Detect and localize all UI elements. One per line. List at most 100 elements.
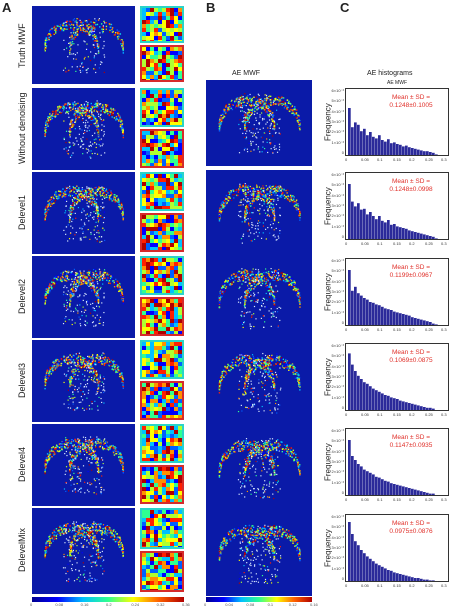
histogram-bar — [384, 480, 387, 495]
histogram-ytick: 4×10⁻³ — [331, 534, 344, 540]
histogram-bar — [375, 219, 378, 239]
histogram-bar — [348, 108, 351, 155]
zoom-inset-cyan — [140, 88, 184, 127]
histogram-bar — [393, 398, 396, 410]
histogram-ytick: 5×10⁻³ — [331, 438, 344, 444]
histogram-bar — [393, 572, 396, 581]
histogram-bar — [372, 561, 375, 581]
histogram-bar — [396, 573, 399, 581]
histogram-bar — [378, 216, 381, 239]
histogram-bar — [366, 556, 369, 581]
brain-slice — [32, 172, 135, 254]
histogram-bar — [405, 228, 408, 239]
histogram-bar — [396, 312, 399, 325]
histogram-xtick: 0 — [345, 412, 348, 417]
histogram — [345, 343, 449, 411]
histogram-bar — [375, 304, 378, 325]
zoom-inset-cyan — [140, 340, 184, 379]
histogram-bar — [420, 406, 423, 410]
histogram-ytick: 4×10⁻³ — [331, 192, 344, 198]
histogram-ytick: 0 — [341, 234, 344, 239]
histogram-xtick: 0.1 — [377, 241, 383, 246]
zoom-inset-cyan — [140, 6, 184, 43]
histogram-xtick: 0.3 — [441, 412, 447, 417]
histogram-bar — [408, 576, 411, 581]
histogram-bar — [375, 390, 378, 410]
histogram-bar — [372, 388, 375, 410]
histogram-bar — [399, 574, 402, 581]
histogram-ytick: 2×10⁻³ — [331, 384, 344, 390]
histogram-xtick: 0.15 — [393, 241, 401, 246]
histogram-bar — [429, 322, 432, 325]
histogram-bar — [363, 553, 366, 581]
histogram-xtick: 0.05 — [361, 583, 369, 588]
histogram-bar — [408, 315, 411, 325]
histogram-bar — [402, 146, 405, 155]
histogram-xtick: 0.2 — [409, 583, 415, 588]
histogram-xtick: 0.3 — [441, 241, 447, 246]
panel-b-title: AE MWF — [232, 70, 260, 77]
histogram-xtick: 0 — [345, 327, 348, 332]
histogram-bar — [390, 397, 393, 410]
zoom-inset-red — [140, 129, 184, 168]
zoom-inset-cyan — [140, 508, 184, 549]
histogram-stats: Mean ± SD = 0.1147±0.0935 — [378, 434, 444, 450]
histogram-bar — [384, 141, 387, 155]
histogram-bar — [360, 466, 363, 495]
histogram-bar — [435, 495, 438, 496]
histogram-bar — [411, 148, 414, 155]
colorbar-a-tick: 0.08 — [55, 602, 64, 607]
histogram-xtick: 0.05 — [361, 157, 369, 162]
histogram-bar — [384, 395, 387, 410]
panel-letter-a: A — [2, 0, 12, 15]
histogram-ytick: 0 — [341, 150, 344, 155]
histogram-bar — [420, 319, 423, 325]
histogram-ytick: 3×10⁻³ — [331, 203, 344, 208]
histogram-ytick: 6×10⁻³ — [331, 428, 344, 433]
histogram-bar — [384, 222, 387, 239]
histogram-bar — [426, 235, 429, 239]
zoom-inset-cyan — [140, 256, 184, 295]
stat-label: Mean ± SD = — [391, 434, 431, 441]
histogram-bar — [369, 558, 372, 581]
histogram-ytick: 2×10⁻³ — [331, 469, 344, 475]
histogram-bar — [372, 136, 375, 155]
row-label-delevel3: Delevel3 — [17, 362, 27, 398]
histogram-bar — [435, 581, 438, 582]
histogram-ytick: 6×10⁻³ — [331, 88, 344, 93]
histogram-bar — [366, 135, 369, 155]
histogram-bar — [432, 493, 435, 495]
histogram-ytick: 6×10⁻³ — [331, 514, 344, 519]
histogram-xtick: 0.25 — [425, 157, 433, 162]
histogram-bar — [414, 489, 417, 495]
histogram-bar — [378, 477, 381, 495]
brain-slice — [206, 255, 312, 341]
histogram-ytick: 1×10⁻³ — [331, 565, 344, 571]
row-label-without: Without denoising — [17, 92, 27, 164]
brain-slice — [32, 508, 135, 594]
stat-value: 0.1248±0.1005 — [389, 102, 433, 109]
histogram-bar — [390, 570, 393, 581]
histogram-bar — [387, 570, 390, 581]
histogram-bar — [399, 400, 402, 410]
colorbar-b-tick: 0.16 — [310, 602, 318, 607]
histogram-bar — [375, 563, 378, 581]
histogram-ytick: 5×10⁻³ — [331, 353, 344, 359]
histogram-bar — [390, 483, 393, 495]
histogram-xtick: 0.3 — [441, 157, 447, 162]
histogram-bar — [387, 139, 390, 155]
histogram-bar — [423, 320, 426, 325]
histogram-xtick: 0.15 — [393, 157, 401, 162]
histogram-bar — [387, 481, 390, 495]
brain-slice — [206, 425, 312, 511]
histogram-bar — [396, 226, 399, 239]
histogram-bar — [414, 232, 417, 239]
histogram-bar — [348, 353, 351, 410]
histogram-xtick: 0 — [345, 157, 348, 162]
histogram-bar — [402, 401, 405, 410]
histogram-bar — [351, 364, 354, 410]
zoom-inset-cyan — [140, 172, 184, 211]
histogram-bar — [405, 402, 408, 410]
histogram-bar — [354, 206, 357, 239]
histogram-ytick: 1×10⁻³ — [331, 309, 344, 315]
